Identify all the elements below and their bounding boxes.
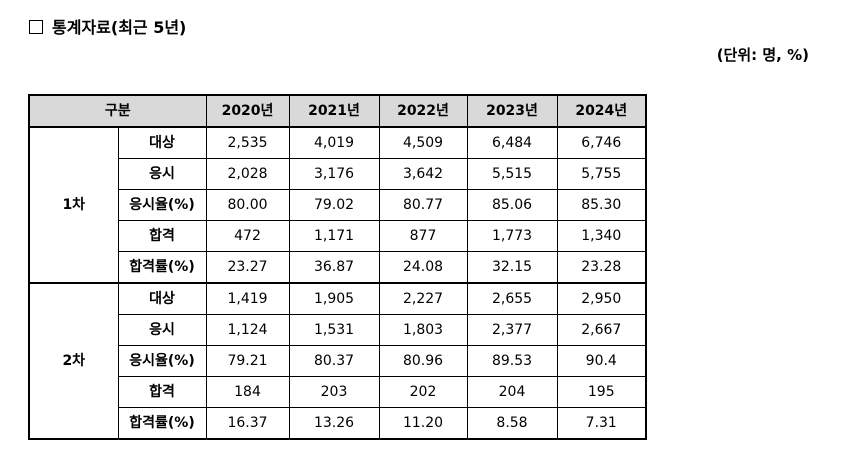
statistics-table: 구분 2020년 2021년 2022년 2023년 2024년 1차 대상 2,5… <box>28 94 648 440</box>
checkbox-square-icon <box>29 20 43 34</box>
table-cell: 203 <box>288 376 380 408</box>
table-cell: 80.96 <box>378 345 468 377</box>
table-cell: 5,515 <box>466 158 558 190</box>
table-cell: 80.00 <box>205 189 290 221</box>
table-cell: 877 <box>378 220 468 252</box>
header-row: 구분 2020년 2021년 2022년 2023년 2024년 <box>28 94 647 128</box>
table-row: 응시 1,124 1,531 1,803 2,377 2,667 <box>29 314 647 346</box>
table-cell: 3,176 <box>288 158 380 190</box>
table-cell: 184 <box>205 376 290 408</box>
table-cell: 1,419 <box>205 282 290 315</box>
table-row: 합격률(%) 16.37 13.26 11.20 8.58 7.31 <box>29 407 647 440</box>
table-cell: 85.06 <box>466 189 558 221</box>
table-cell: 4,509 <box>378 126 468 159</box>
table-cell: 472 <box>205 220 290 252</box>
row-label: 응시율(%) <box>117 189 207 221</box>
table-cell: 2,667 <box>556 314 647 346</box>
table-row: 합격 472 1,171 877 1,773 1,340 <box>29 220 647 252</box>
table-cell: 1,340 <box>556 220 647 252</box>
table-row: 응시 2,028 3,176 3,642 5,515 5,755 <box>29 158 647 190</box>
table-cell: 85.30 <box>556 189 647 221</box>
row-label: 응시 <box>117 158 207 190</box>
table-cell: 195 <box>556 376 647 408</box>
table-cell: 16.37 <box>205 407 290 440</box>
table-cell: 202 <box>378 376 468 408</box>
table-cell: 1,531 <box>288 314 380 346</box>
row-label: 합격률(%) <box>117 251 207 284</box>
row-label: 대상 <box>117 126 207 159</box>
table-cell: 1,905 <box>288 282 380 315</box>
table-cell: 11.20 <box>378 407 468 440</box>
row-label: 합격률(%) <box>117 407 207 440</box>
table-cell: 1,124 <box>205 314 290 346</box>
table-row: 응시율(%) 80.00 79.02 80.77 85.06 85.30 <box>29 189 647 221</box>
table-cell: 2,950 <box>556 282 647 315</box>
header-year-2023: 2023년 <box>466 94 558 128</box>
table-cell: 1,171 <box>288 220 380 252</box>
table-row: 응시율(%) 79.21 80.37 80.96 89.53 90.4 <box>29 345 647 377</box>
table-cell: 1,803 <box>378 314 468 346</box>
table-cell: 24.08 <box>378 251 468 284</box>
table-cell: 2,227 <box>378 282 468 315</box>
table-cell: 80.37 <box>288 345 380 377</box>
header-year-2022: 2022년 <box>378 94 468 128</box>
table-cell: 80.77 <box>378 189 468 221</box>
table-body: 1차 대상 2,535 4,019 4,509 6,484 6,746 응시 2,028 3,17… <box>28 126 647 440</box>
table-cell: 2,655 <box>466 282 558 315</box>
document-title-text: 통계자료(최근 5년) <box>52 18 187 37</box>
table-cell: 32.15 <box>466 251 558 284</box>
group-label: 2차 <box>28 282 119 440</box>
table-cell: 4,019 <box>288 126 380 159</box>
table-cell: 89.53 <box>466 345 558 377</box>
table-cell: 204 <box>466 376 558 408</box>
row-label: 합격 <box>117 220 207 252</box>
document-title: 통계자료(최근 5년) <box>29 16 186 40</box>
table-cell: 2,377 <box>466 314 558 346</box>
table-cell: 23.28 <box>556 251 647 284</box>
unit-note: (단위: 명, %) <box>716 46 809 64</box>
header-category: 구분 <box>28 94 207 128</box>
table-row: 2차 대상 1,419 1,905 2,227 2,655 2,950 <box>28 282 647 440</box>
table-cell: 2,535 <box>205 126 290 159</box>
table-cell: 1,773 <box>466 220 558 252</box>
table-row: 합격 184 203 202 204 195 <box>29 376 647 408</box>
table-cell: 2,028 <box>205 158 290 190</box>
group-label: 1차 <box>28 126 119 284</box>
table-cell: 90.4 <box>556 345 647 377</box>
table-cell: 36.87 <box>288 251 380 284</box>
row-label: 응시율(%) <box>117 345 207 377</box>
table-cell: 5,755 <box>556 158 647 190</box>
table-row: 1차 대상 2,535 4,019 4,509 6,484 6,746 <box>28 126 647 284</box>
table-cell: 79.21 <box>205 345 290 377</box>
table-cell: 8.58 <box>466 407 558 440</box>
table-row: 합격률(%) 23.27 36.87 24.08 32.15 23.28 <box>29 251 647 284</box>
table-cell: 23.27 <box>205 251 290 284</box>
header-year-2024: 2024년 <box>556 94 647 128</box>
header-year-2021: 2021년 <box>288 94 380 128</box>
row-label: 응시 <box>117 314 207 346</box>
row-label: 대상 <box>117 282 207 315</box>
row-label: 합격 <box>117 376 207 408</box>
table-cell: 7.31 <box>556 407 647 440</box>
table-cell: 13.26 <box>288 407 380 440</box>
table-cell: 6,746 <box>556 126 647 159</box>
table-cell: 79.02 <box>288 189 380 221</box>
table-cell: 3,642 <box>378 158 468 190</box>
table-cell: 6,484 <box>466 126 558 159</box>
header-year-2020: 2020년 <box>205 94 290 128</box>
